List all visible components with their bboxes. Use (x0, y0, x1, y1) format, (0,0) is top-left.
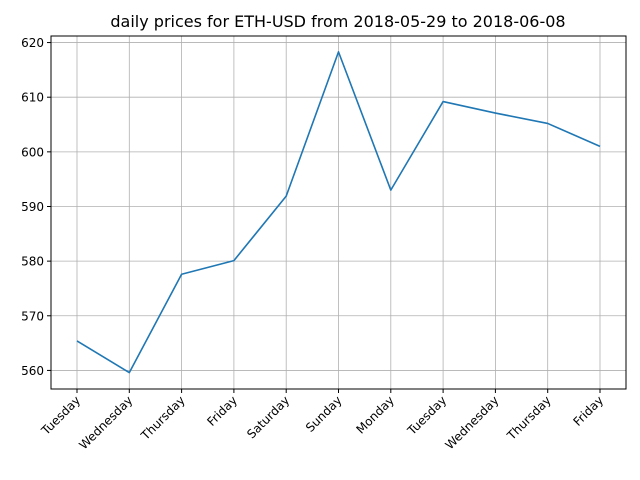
y-tick-label: 590 (21, 200, 44, 214)
y-tick-label: 610 (21, 91, 44, 105)
y-tick-label: 570 (21, 309, 44, 323)
chart-title: daily prices for ETH-USD from 2018-05-29… (110, 12, 565, 31)
y-tick-label: 560 (21, 364, 44, 378)
y-tick-label: 600 (21, 145, 44, 159)
series-layer (76, 51, 601, 374)
y-tick-label: 580 (21, 255, 44, 269)
grid-layer (51, 36, 626, 389)
y-tick-label: 620 (21, 36, 44, 50)
